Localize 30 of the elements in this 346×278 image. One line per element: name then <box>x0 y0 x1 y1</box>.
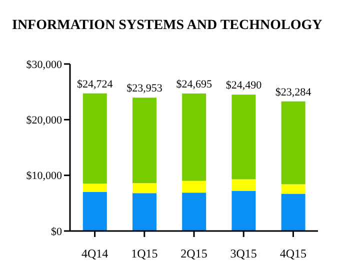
x-tick-label: 3Q15 <box>230 246 257 261</box>
total-label: $24,490 <box>226 80 262 92</box>
bar <box>182 192 206 231</box>
total-label: $23,953 <box>126 82 163 95</box>
bar <box>281 194 306 231</box>
bar <box>281 101 306 184</box>
chart-title: INFORMATION SYSTEMS AND TECHNOLOGY <box>11 17 324 35</box>
bar <box>232 179 256 191</box>
bar <box>182 180 206 193</box>
bar <box>132 98 156 184</box>
bar <box>82 184 107 192</box>
bar <box>281 184 306 194</box>
x-tick-label: 2Q15 <box>180 246 208 261</box>
total-label: $24,724 <box>77 78 114 90</box>
y-tick-label: $0 <box>51 226 62 238</box>
x-tick-label: 1Q15 <box>131 246 158 261</box>
y-tick-label: $10,000 <box>26 170 62 182</box>
total-label: $23,284 <box>275 86 312 98</box>
bar <box>232 190 256 231</box>
total-label: $24,695 <box>176 78 212 91</box>
bar <box>232 94 256 180</box>
bar <box>182 94 206 181</box>
bar <box>132 183 156 194</box>
bar <box>132 193 156 231</box>
x-tick-label: 4Q15 <box>280 246 307 261</box>
bar <box>82 192 107 231</box>
x-tick-label: 4Q14 <box>81 246 108 261</box>
y-tick-label: $20,000 <box>26 114 62 127</box>
bar <box>82 93 107 184</box>
y-tick-label: $30,000 <box>26 58 62 71</box>
